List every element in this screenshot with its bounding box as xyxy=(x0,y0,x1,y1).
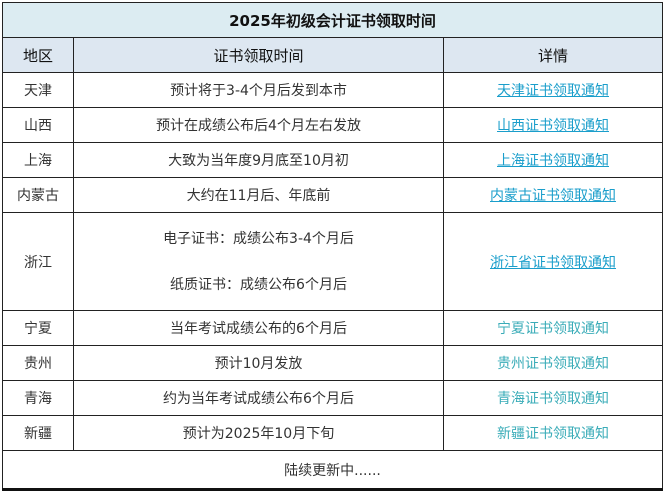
header-region: 地区 xyxy=(2,37,74,73)
table-row: 浙江 电子证书：成绩公布3-4个月后 纸质证书：成绩公布6个月后 浙江省证书领取通知 xyxy=(2,212,663,311)
time: 当年考试成绩公布的6个月后 xyxy=(73,310,444,346)
region: 宁夏 xyxy=(2,310,74,346)
time-electronic: 电子证书：成绩公布3-4个月后 xyxy=(163,230,354,247)
time-paper: 纸质证书：成绩公布6个月后 xyxy=(170,276,347,293)
table-row: 青海 约为当年考试成绩公布6个月后 青海证书领取通知 xyxy=(2,380,663,416)
table-row: 内蒙古 大约在11月后、年底前 内蒙古证书领取通知 xyxy=(2,177,663,213)
table-row: 山西 预计在成绩公布后4个月左右发放 山西证书领取通知 xyxy=(2,107,663,143)
time: 预计将于3-4个月后发到本市 xyxy=(73,72,444,108)
region: 天津 xyxy=(2,72,74,108)
time: 预计10月发放 xyxy=(73,345,444,381)
region: 山西 xyxy=(2,107,74,143)
footer-note: 陆续更新中...... xyxy=(2,450,663,491)
time: 大致为当年度9月底至10月初 xyxy=(73,142,444,178)
details-link[interactable]: 青海证书领取通知 xyxy=(497,391,609,407)
region: 贵州 xyxy=(2,345,74,381)
region: 上海 xyxy=(2,142,74,178)
table-row: 贵州 预计10月发放 贵州证书领取通知 xyxy=(2,345,663,381)
time: 预计在成绩公布后4个月左右发放 xyxy=(73,107,444,143)
region: 新疆 xyxy=(2,415,74,451)
details-link[interactable]: 新疆证书领取通知 xyxy=(497,426,609,442)
header-details: 详情 xyxy=(443,37,663,73)
table-row: 上海 大致为当年度9月底至10月初 上海证书领取通知 xyxy=(2,142,663,178)
region: 内蒙古 xyxy=(2,177,74,213)
region: 青海 xyxy=(2,380,74,416)
table-title: 2025年初级会计证书领取时间 xyxy=(2,2,663,38)
region: 浙江 xyxy=(2,212,74,311)
details-link[interactable]: 天津证书领取通知 xyxy=(497,83,609,99)
time: 约为当年考试成绩公布6个月后 xyxy=(73,380,444,416)
time: 大约在11月后、年底前 xyxy=(73,177,444,213)
header-time: 证书领取时间 xyxy=(73,37,444,73)
table-row: 宁夏 当年考试成绩公布的6个月后 宁夏证书领取通知 xyxy=(2,310,663,346)
table-row: 新疆 预计为2025年10月下旬 新疆证书领取通知 xyxy=(2,415,663,451)
details-link[interactable]: 贵州证书领取通知 xyxy=(497,356,609,372)
details-link[interactable]: 上海证书领取通知 xyxy=(497,153,609,169)
table-row: 天津 预计将于3-4个月后发到本市 天津证书领取通知 xyxy=(2,72,663,108)
details-link[interactable]: 浙江省证书领取通知 xyxy=(490,254,616,271)
details-link[interactable]: 内蒙古证书领取通知 xyxy=(490,188,616,204)
details-link[interactable]: 宁夏证书领取通知 xyxy=(497,321,609,337)
details-link[interactable]: 山西证书领取通知 xyxy=(497,118,609,134)
time: 预计为2025年10月下旬 xyxy=(73,415,444,451)
